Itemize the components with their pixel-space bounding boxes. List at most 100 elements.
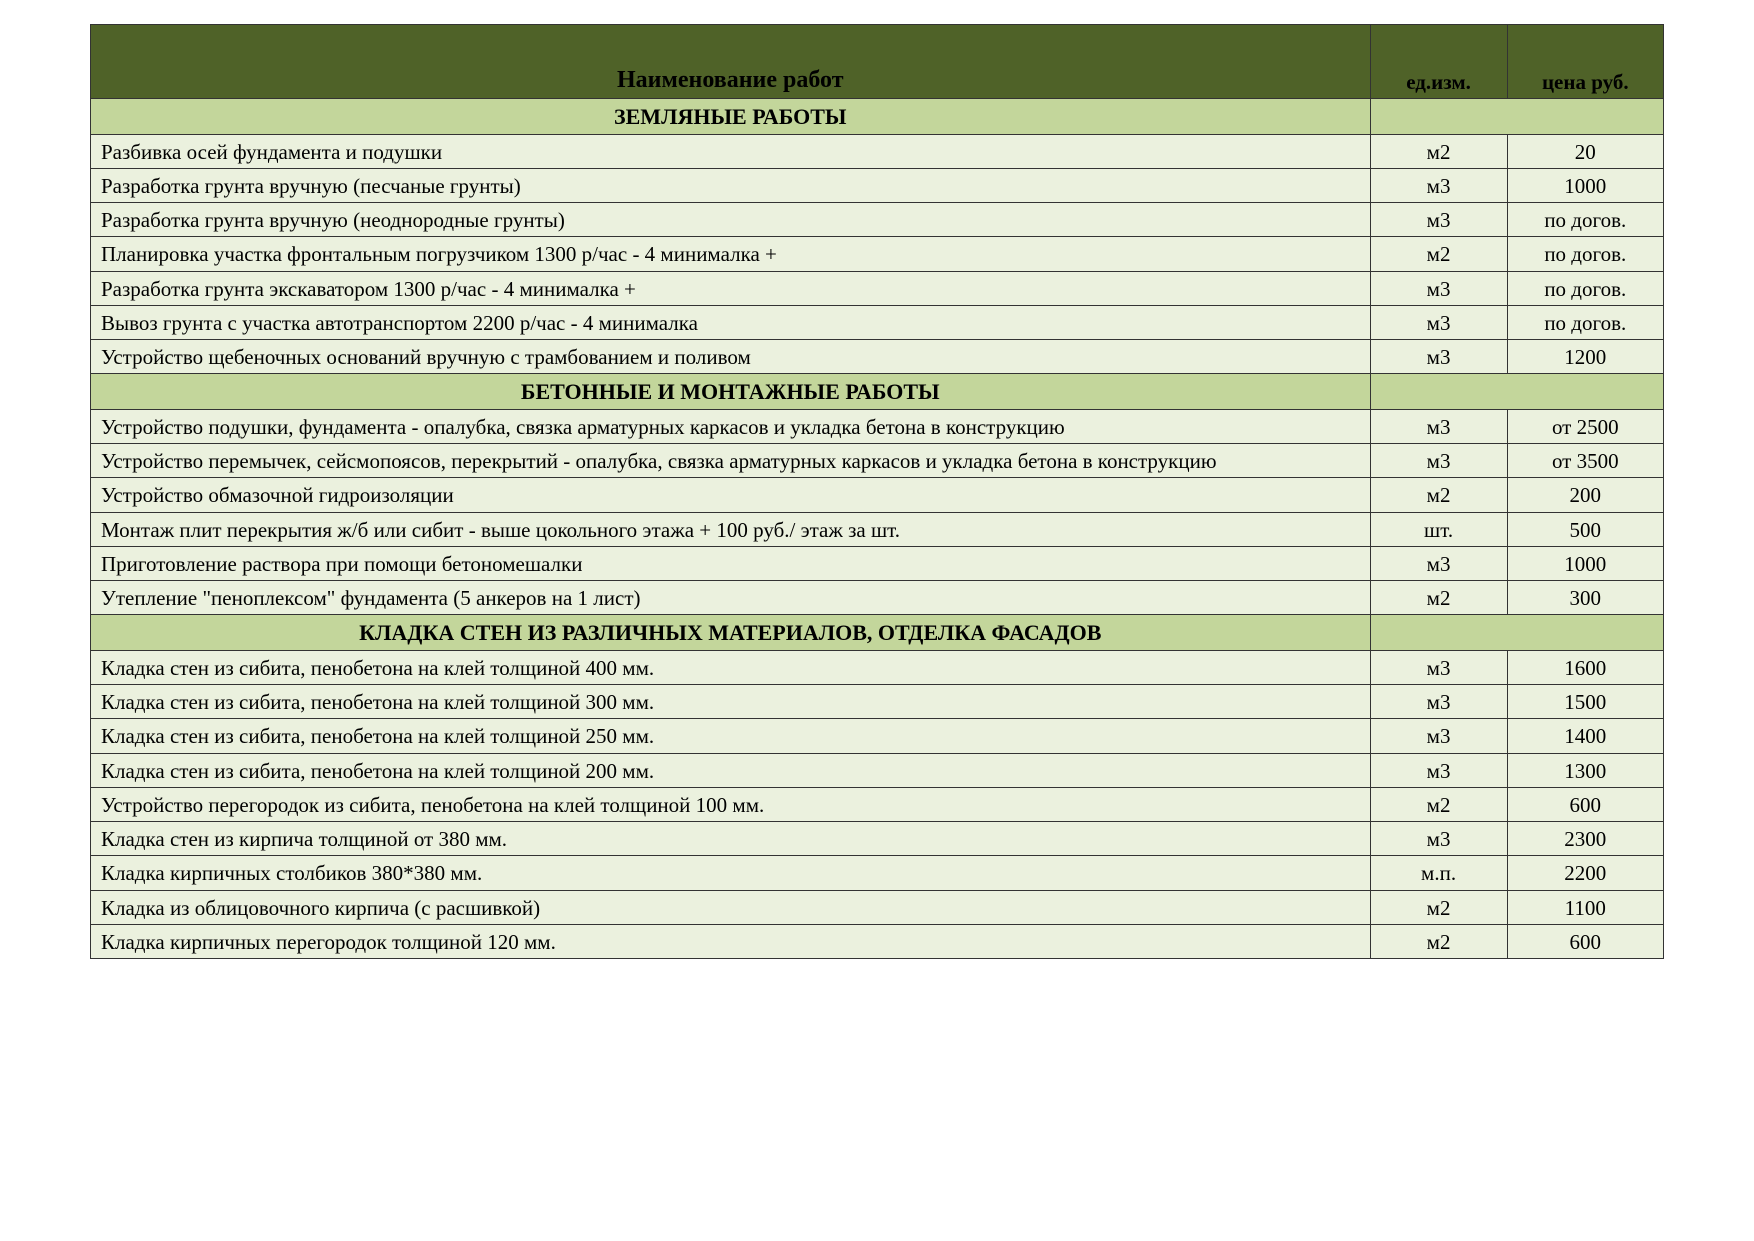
table-row: Кладка стен из сибита, пенобетона на кле… <box>91 753 1664 787</box>
table-row: Кладка кирпичных столбиков 380*380 мм.м.… <box>91 856 1664 890</box>
cell-unit: м3 <box>1370 271 1507 305</box>
table-row: Вывоз грунта с участка автотранспортом 2… <box>91 305 1664 339</box>
cell-name: Планировка участка фронтальным погрузчик… <box>91 237 1371 271</box>
section-side <box>1370 374 1663 410</box>
table-row: Кладка из облицовочного кирпича (с расши… <box>91 890 1664 924</box>
cell-unit: м.п. <box>1370 856 1507 890</box>
cell-unit: м2 <box>1370 581 1507 615</box>
cell-price: по догов. <box>1507 271 1663 305</box>
cell-unit: м3 <box>1370 685 1507 719</box>
table-row: Разработка грунта экскаватором 1300 р/ча… <box>91 271 1664 305</box>
cell-name: Кладка стен из кирпича толщиной от 380 м… <box>91 822 1371 856</box>
cell-price: от 2500 <box>1507 409 1663 443</box>
section-title: ЗЕМЛЯНЫЕ РАБОТЫ <box>91 99 1371 135</box>
table-row: Кладка стен из кирпича толщиной от 380 м… <box>91 822 1664 856</box>
cell-name: Кладка из облицовочного кирпича (с расши… <box>91 890 1371 924</box>
table-row: Планировка участка фронтальным погрузчик… <box>91 237 1664 271</box>
cell-price: 200 <box>1507 478 1663 512</box>
cell-name: Кладка стен из сибита, пенобетона на кле… <box>91 650 1371 684</box>
cell-unit: м3 <box>1370 822 1507 856</box>
cell-unit: м2 <box>1370 478 1507 512</box>
cell-price: по догов. <box>1507 203 1663 237</box>
table-row: Устройство обмазочной гидроизоляциим2200 <box>91 478 1664 512</box>
cell-name: Разбивка осей фундамента и подушки <box>91 134 1371 168</box>
cell-unit: м2 <box>1370 924 1507 958</box>
table-row: Утепление "пеноплексом" фундамента (5 ан… <box>91 581 1664 615</box>
cell-price: 1200 <box>1507 340 1663 374</box>
table-row: Приготовление раствора при помощи бетоно… <box>91 546 1664 580</box>
cell-price: 1000 <box>1507 546 1663 580</box>
cell-price: 600 <box>1507 787 1663 821</box>
cell-name: Разработка грунта экскаватором 1300 р/ча… <box>91 271 1371 305</box>
cell-unit: м2 <box>1370 890 1507 924</box>
cell-unit: м3 <box>1370 203 1507 237</box>
cell-price: 1300 <box>1507 753 1663 787</box>
cell-name: Устройство перемычек, сейсмопоясов, пере… <box>91 444 1371 478</box>
cell-unit: м2 <box>1370 787 1507 821</box>
header-row: Наименование работ ед.изм. цена руб. <box>91 25 1664 99</box>
cell-name: Устройство обмазочной гидроизоляции <box>91 478 1371 512</box>
cell-price: 1400 <box>1507 719 1663 753</box>
cell-price: 1600 <box>1507 650 1663 684</box>
cell-name: Разработка грунта вручную (песчаные грун… <box>91 168 1371 202</box>
cell-price: 2200 <box>1507 856 1663 890</box>
table-body: ЗЕМЛЯНЫЕ РАБОТЫРазбивка осей фундамента … <box>91 99 1664 959</box>
cell-name: Кладка стен из сибита, пенобетона на кле… <box>91 685 1371 719</box>
cell-name: Вывоз грунта с участка автотранспортом 2… <box>91 305 1371 339</box>
cell-unit: м3 <box>1370 753 1507 787</box>
cell-name: Кладка кирпичных перегородок толщиной 12… <box>91 924 1371 958</box>
table-row: Кладка стен из сибита, пенобетона на кле… <box>91 719 1664 753</box>
table-row: Разработка грунта вручную (песчаные грун… <box>91 168 1664 202</box>
cell-name: Устройство щебеночных оснований вручную … <box>91 340 1371 374</box>
section-row: КЛАДКА СТЕН ИЗ РАЗЛИЧНЫХ МАТЕРИАЛОВ, ОТД… <box>91 615 1664 651</box>
cell-price: по догов. <box>1507 237 1663 271</box>
cell-unit: м3 <box>1370 305 1507 339</box>
cell-price: 600 <box>1507 924 1663 958</box>
col-header-unit: ед.изм. <box>1370 25 1507 99</box>
cell-name: Кладка стен из сибита, пенобетона на кле… <box>91 719 1371 753</box>
section-title: БЕТОННЫЕ И МОНТАЖНЫЕ РАБОТЫ <box>91 374 1371 410</box>
cell-unit: шт. <box>1370 512 1507 546</box>
cell-name: Кладка стен из сибита, пенобетона на кле… <box>91 753 1371 787</box>
cell-price: 300 <box>1507 581 1663 615</box>
table-row: Кладка стен из сибита, пенобетона на кле… <box>91 685 1664 719</box>
section-row: БЕТОННЫЕ И МОНТАЖНЫЕ РАБОТЫ <box>91 374 1664 410</box>
cell-name: Приготовление раствора при помощи бетоно… <box>91 546 1371 580</box>
cell-name: Разработка грунта вручную (неоднородные … <box>91 203 1371 237</box>
cell-name: Устройство подушки, фундамента - опалубк… <box>91 409 1371 443</box>
section-row: ЗЕМЛЯНЫЕ РАБОТЫ <box>91 99 1664 135</box>
table-row: Разработка грунта вручную (неоднородные … <box>91 203 1664 237</box>
price-table: Наименование работ ед.изм. цена руб. ЗЕМ… <box>90 24 1664 959</box>
cell-unit: м2 <box>1370 134 1507 168</box>
table-row: Устройство подушки, фундамента - опалубк… <box>91 409 1664 443</box>
cell-price: 2300 <box>1507 822 1663 856</box>
table-row: Устройство перемычек, сейсмопоясов, пере… <box>91 444 1664 478</box>
col-header-price: цена руб. <box>1507 25 1663 99</box>
section-title: КЛАДКА СТЕН ИЗ РАЗЛИЧНЫХ МАТЕРИАЛОВ, ОТД… <box>91 615 1371 651</box>
table-row: Разбивка осей фундамента и подушким220 <box>91 134 1664 168</box>
section-side <box>1370 615 1663 651</box>
cell-unit: м3 <box>1370 650 1507 684</box>
cell-price: 1000 <box>1507 168 1663 202</box>
cell-name: Утепление "пеноплексом" фундамента (5 ан… <box>91 581 1371 615</box>
cell-unit: м2 <box>1370 237 1507 271</box>
cell-name: Устройство перегородок из сибита, пенобе… <box>91 787 1371 821</box>
cell-price: 1500 <box>1507 685 1663 719</box>
table-row: Монтаж плит перекрытия ж/б или сибит - в… <box>91 512 1664 546</box>
cell-unit: м3 <box>1370 340 1507 374</box>
table-row: Кладка кирпичных перегородок толщиной 12… <box>91 924 1664 958</box>
cell-unit: м3 <box>1370 409 1507 443</box>
table-row: Устройство перегородок из сибита, пенобе… <box>91 787 1664 821</box>
cell-price: от 3500 <box>1507 444 1663 478</box>
cell-price: 500 <box>1507 512 1663 546</box>
cell-unit: м3 <box>1370 168 1507 202</box>
table-row: Устройство щебеночных оснований вручную … <box>91 340 1664 374</box>
cell-name: Кладка кирпичных столбиков 380*380 мм. <box>91 856 1371 890</box>
cell-price: 20 <box>1507 134 1663 168</box>
col-header-name: Наименование работ <box>91 25 1371 99</box>
cell-unit: м3 <box>1370 546 1507 580</box>
section-side <box>1370 99 1663 135</box>
table-row: Кладка стен из сибита, пенобетона на кле… <box>91 650 1664 684</box>
cell-unit: м3 <box>1370 719 1507 753</box>
cell-unit: м3 <box>1370 444 1507 478</box>
